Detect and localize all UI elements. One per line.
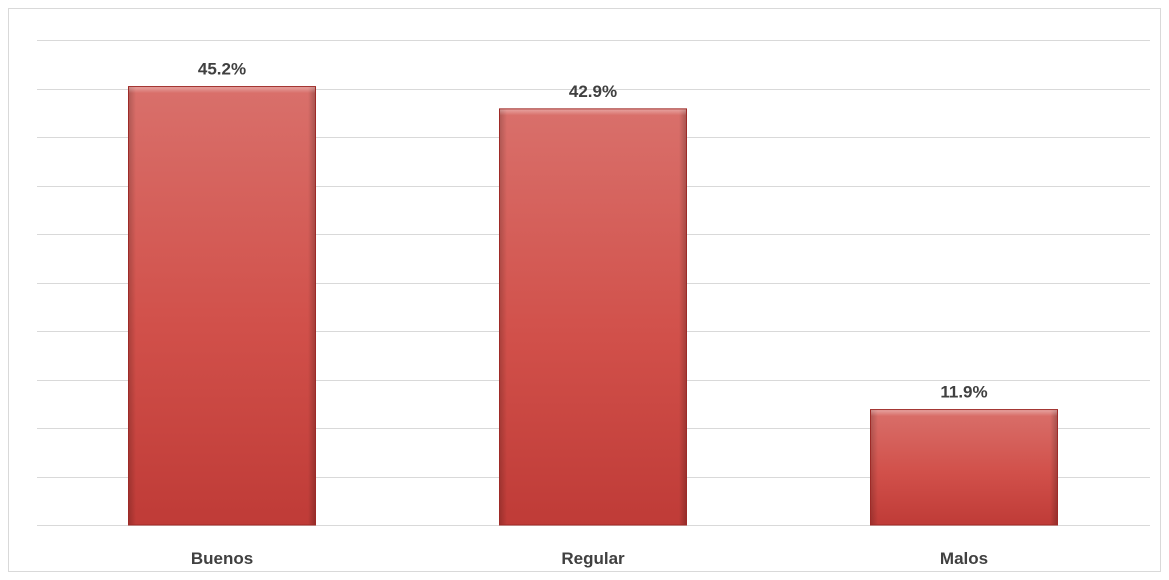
bar-malos — [870, 409, 1058, 526]
bar-buenos — [128, 86, 316, 526]
bars — [128, 86, 1058, 526]
category-labels: Buenos Regular Malos — [191, 549, 988, 568]
category-label-buenos: Buenos — [191, 549, 253, 568]
data-labels: 45.2% 42.9% 11.9% — [198, 60, 988, 402]
bar-body — [128, 86, 316, 526]
bar-body — [870, 409, 1058, 526]
bar-bevel-top — [871, 410, 1057, 417]
bar-bevel-left — [871, 410, 878, 525]
bar-bevel-top — [500, 109, 686, 116]
bar-regular — [499, 108, 687, 526]
category-label-malos: Malos — [940, 549, 988, 568]
bar-bevel-right — [1050, 410, 1057, 525]
bar-bevel-left — [129, 87, 136, 525]
category-label-regular: Regular — [561, 549, 625, 568]
bar-bevel-left — [500, 109, 507, 525]
bar-body — [499, 108, 687, 526]
data-label-regular: 42.9% — [569, 82, 617, 101]
data-label-buenos: 45.2% — [198, 60, 246, 79]
bar-bevel-right — [308, 87, 315, 525]
data-label-malos: 11.9% — [940, 383, 987, 402]
bar-bevel-right — [679, 109, 686, 525]
bar-bevel-top — [129, 87, 315, 94]
